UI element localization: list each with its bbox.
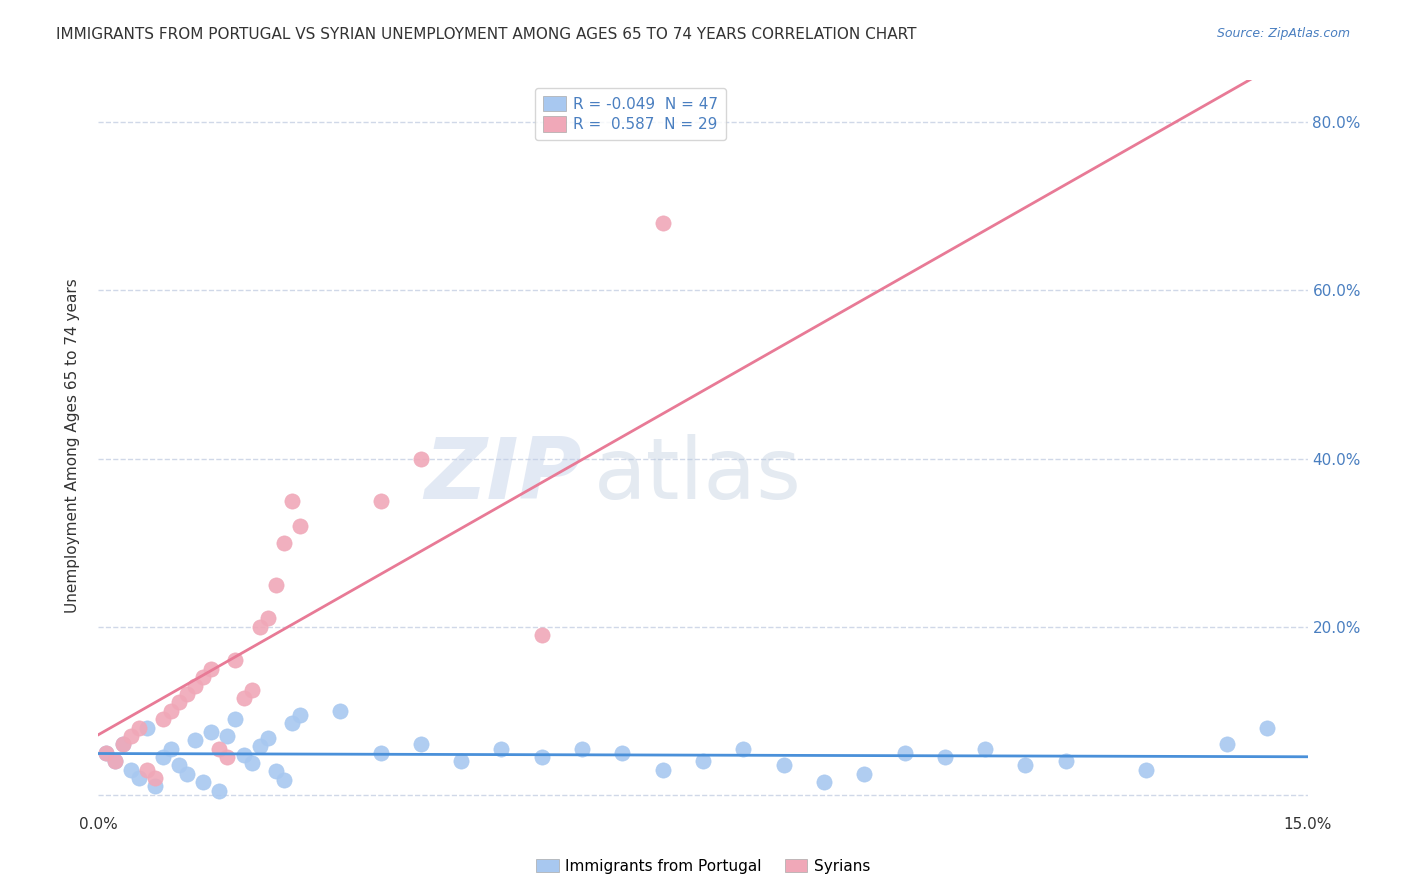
Point	[772, 758, 794, 772]
Text: IMMIGRANTS FROM PORTUGAL VS SYRIAN UNEMPLOYMENT AMONG AGES 65 TO 74 YEARS CORREL: IMMIGRANTS FROM PORTUGAL VS SYRIAN UNEMP…	[56, 27, 917, 42]
Point	[530, 750, 553, 764]
Point	[893, 746, 915, 760]
Point	[273, 535, 295, 549]
Point	[409, 451, 432, 466]
Point	[1216, 738, 1239, 752]
Point	[143, 780, 166, 794]
Point	[571, 741, 593, 756]
Point	[128, 721, 150, 735]
Point	[208, 741, 231, 756]
Point	[184, 679, 207, 693]
Point	[370, 746, 392, 760]
Text: atlas: atlas	[595, 434, 803, 516]
Legend: Immigrants from Portugal, Syrians: Immigrants from Portugal, Syrians	[530, 853, 876, 880]
Point	[1135, 763, 1157, 777]
Point	[96, 746, 118, 760]
Point	[249, 739, 271, 753]
Point	[264, 764, 287, 779]
Point	[232, 747, 254, 762]
Point	[103, 754, 125, 768]
Point	[530, 628, 553, 642]
Point	[651, 216, 673, 230]
Point	[240, 756, 263, 770]
Point	[281, 493, 304, 508]
Point	[103, 754, 125, 768]
Point	[167, 758, 190, 772]
Point	[651, 763, 673, 777]
Point	[135, 763, 157, 777]
Point	[273, 772, 295, 787]
Point	[281, 716, 304, 731]
Point	[853, 767, 876, 781]
Point	[288, 519, 311, 533]
Point	[217, 750, 239, 764]
Point	[176, 687, 198, 701]
Point	[208, 783, 231, 797]
Point	[256, 611, 278, 625]
Point	[120, 729, 142, 743]
Point	[160, 704, 183, 718]
Point	[176, 767, 198, 781]
Point	[288, 708, 311, 723]
Point	[200, 724, 222, 739]
Point	[249, 620, 271, 634]
Point	[200, 662, 222, 676]
Point	[184, 733, 207, 747]
Point	[111, 738, 134, 752]
Point	[120, 763, 142, 777]
Point	[692, 754, 714, 768]
Point	[409, 738, 432, 752]
Point	[974, 741, 997, 756]
Point	[96, 746, 118, 760]
Y-axis label: Unemployment Among Ages 65 to 74 years: Unemployment Among Ages 65 to 74 years	[65, 278, 80, 614]
Point	[152, 750, 174, 764]
Point	[264, 578, 287, 592]
Point	[733, 741, 755, 756]
Point	[1054, 754, 1077, 768]
Point	[135, 721, 157, 735]
Point	[217, 729, 239, 743]
Point	[491, 741, 513, 756]
Point	[224, 653, 246, 667]
Legend: R = -0.049  N = 47, R =  0.587  N = 29: R = -0.049 N = 47, R = 0.587 N = 29	[536, 88, 725, 140]
Point	[143, 771, 166, 785]
Point	[612, 746, 634, 760]
Point	[224, 712, 246, 726]
Point	[329, 704, 352, 718]
Point	[160, 741, 183, 756]
Point	[111, 738, 134, 752]
Point	[193, 670, 215, 684]
Point	[934, 750, 956, 764]
Point	[370, 493, 392, 508]
Text: ZIP: ZIP	[425, 434, 582, 516]
Point	[232, 691, 254, 706]
Point	[1014, 758, 1036, 772]
Point	[813, 775, 835, 789]
Point	[1256, 721, 1278, 735]
Text: Source: ZipAtlas.com: Source: ZipAtlas.com	[1216, 27, 1350, 40]
Point	[450, 754, 472, 768]
Point	[193, 775, 215, 789]
Point	[152, 712, 174, 726]
Point	[256, 731, 278, 745]
Point	[167, 695, 190, 709]
Point	[128, 771, 150, 785]
Point	[240, 682, 263, 697]
